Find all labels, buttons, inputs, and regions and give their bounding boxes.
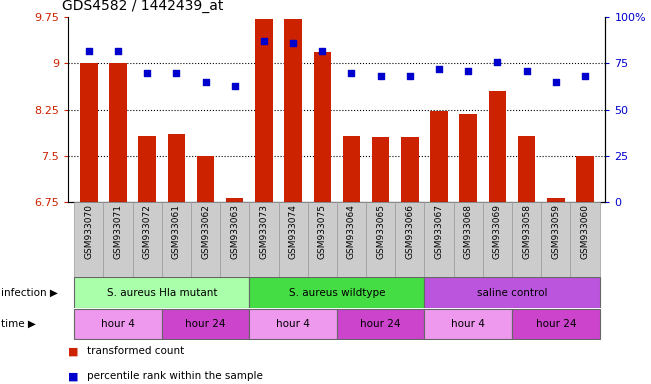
Text: GSM933068: GSM933068 — [464, 204, 473, 259]
Text: ■: ■ — [68, 371, 79, 381]
Point — [376, 73, 386, 79]
FancyBboxPatch shape — [279, 202, 308, 277]
Text: GSM933073: GSM933073 — [259, 204, 268, 259]
Text: infection ▶: infection ▶ — [1, 288, 57, 298]
FancyBboxPatch shape — [133, 202, 161, 277]
Text: GSM933075: GSM933075 — [318, 204, 327, 259]
Point — [258, 38, 269, 45]
FancyBboxPatch shape — [483, 202, 512, 277]
FancyBboxPatch shape — [308, 202, 337, 277]
Text: percentile rank within the sample: percentile rank within the sample — [87, 371, 262, 381]
Text: GSM933066: GSM933066 — [406, 204, 415, 259]
FancyBboxPatch shape — [161, 202, 191, 277]
Text: GSM933072: GSM933072 — [143, 204, 152, 259]
Point — [230, 83, 240, 89]
Text: S. aureus wildtype: S. aureus wildtype — [288, 288, 385, 298]
Text: GSM933058: GSM933058 — [522, 204, 531, 259]
Bar — [372, 137, 389, 202]
FancyBboxPatch shape — [454, 202, 483, 277]
FancyBboxPatch shape — [512, 309, 600, 339]
Bar — [139, 136, 156, 202]
Bar — [489, 91, 506, 202]
Point — [171, 70, 182, 76]
FancyBboxPatch shape — [541, 202, 570, 277]
Point — [405, 73, 415, 79]
FancyBboxPatch shape — [104, 202, 133, 277]
Bar — [401, 137, 419, 202]
Point — [288, 40, 298, 46]
Point — [83, 48, 94, 54]
FancyBboxPatch shape — [74, 278, 249, 308]
Point — [317, 48, 327, 54]
FancyBboxPatch shape — [512, 202, 541, 277]
Text: saline control: saline control — [477, 288, 547, 298]
Text: GSM933069: GSM933069 — [493, 204, 502, 259]
Point — [551, 79, 561, 85]
Text: GSM933063: GSM933063 — [230, 204, 239, 259]
Bar — [226, 198, 243, 202]
Point — [346, 70, 357, 76]
Point — [463, 68, 473, 74]
Bar — [342, 136, 360, 202]
Bar — [430, 111, 448, 202]
FancyBboxPatch shape — [395, 202, 424, 277]
Text: GSM933061: GSM933061 — [172, 204, 181, 259]
Text: ■: ■ — [68, 346, 79, 356]
FancyBboxPatch shape — [249, 278, 424, 308]
Text: hour 4: hour 4 — [451, 319, 485, 329]
Bar — [576, 156, 594, 202]
FancyBboxPatch shape — [74, 202, 104, 277]
FancyBboxPatch shape — [366, 202, 395, 277]
Text: GSM933064: GSM933064 — [347, 204, 356, 259]
Text: hour 4: hour 4 — [276, 319, 310, 329]
Bar — [547, 198, 564, 202]
Point — [492, 58, 503, 65]
FancyBboxPatch shape — [249, 202, 279, 277]
Point — [580, 73, 590, 79]
Text: GSM933060: GSM933060 — [581, 204, 590, 259]
FancyBboxPatch shape — [424, 309, 512, 339]
FancyBboxPatch shape — [337, 309, 424, 339]
Text: GSM933074: GSM933074 — [288, 204, 298, 259]
Text: hour 24: hour 24 — [186, 319, 226, 329]
Text: GSM933070: GSM933070 — [84, 204, 93, 259]
FancyBboxPatch shape — [74, 309, 161, 339]
Point — [434, 66, 444, 72]
Bar — [314, 52, 331, 202]
Bar — [109, 63, 127, 202]
Text: transformed count: transformed count — [87, 346, 184, 356]
Bar — [197, 156, 214, 202]
FancyBboxPatch shape — [249, 309, 337, 339]
Bar — [167, 134, 185, 202]
Text: GSM933071: GSM933071 — [113, 204, 122, 259]
Text: GDS4582 / 1442439_at: GDS4582 / 1442439_at — [62, 0, 223, 13]
Text: hour 24: hour 24 — [361, 319, 401, 329]
Text: GSM933065: GSM933065 — [376, 204, 385, 259]
FancyBboxPatch shape — [220, 202, 249, 277]
Point — [142, 70, 152, 76]
Text: GSM933067: GSM933067 — [435, 204, 443, 259]
Bar — [284, 19, 302, 202]
Bar — [80, 63, 98, 202]
Point — [113, 48, 123, 54]
Bar — [518, 136, 535, 202]
FancyBboxPatch shape — [337, 202, 366, 277]
Text: hour 4: hour 4 — [101, 319, 135, 329]
Text: GSM933059: GSM933059 — [551, 204, 561, 259]
Text: time ▶: time ▶ — [1, 319, 36, 329]
Bar — [460, 114, 477, 202]
FancyBboxPatch shape — [161, 309, 249, 339]
FancyBboxPatch shape — [191, 202, 220, 277]
Text: S. aureus Hla mutant: S. aureus Hla mutant — [107, 288, 217, 298]
FancyBboxPatch shape — [424, 278, 600, 308]
FancyBboxPatch shape — [424, 202, 454, 277]
Bar — [255, 19, 273, 202]
FancyBboxPatch shape — [570, 202, 600, 277]
Point — [521, 68, 532, 74]
Text: GSM933062: GSM933062 — [201, 204, 210, 259]
Text: hour 24: hour 24 — [536, 319, 576, 329]
Point — [201, 79, 211, 85]
